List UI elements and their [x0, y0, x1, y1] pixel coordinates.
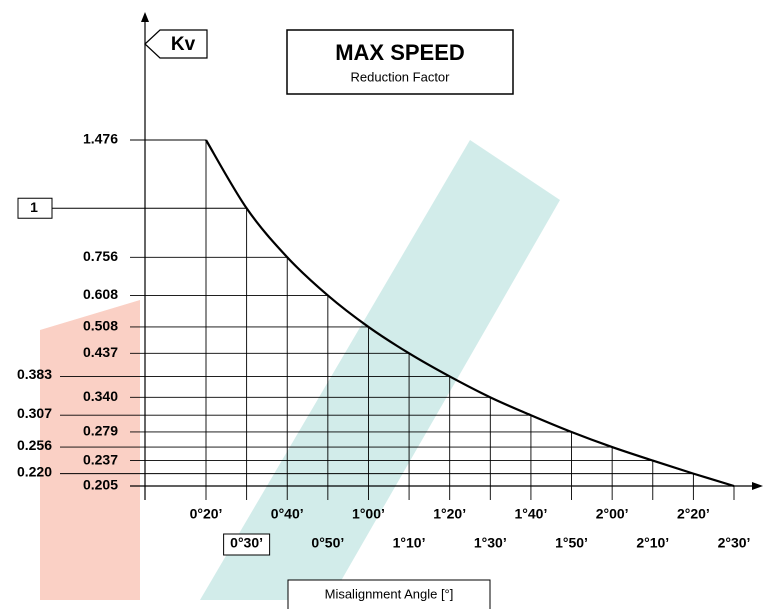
y-tick-label: 0.256: [17, 437, 52, 453]
x-tick-label: 2°00’: [596, 506, 629, 522]
x-tick-label: 0°20’: [190, 506, 223, 522]
x-tick-label: 1°50’: [555, 535, 588, 551]
y-tick-label: 0.383: [17, 366, 52, 382]
x-tick-label: 1°00’: [352, 506, 385, 522]
chart-subtitle: Reduction Factor: [351, 69, 451, 84]
y-tick-label: 0.279: [83, 423, 118, 439]
y-tick-label: 1.476: [83, 131, 118, 147]
y-label-box: [144, 29, 208, 59]
x-tick-label: 0°50’: [311, 535, 344, 551]
x-tick-label: 1°20’: [433, 506, 466, 522]
x-tick-label: 1°30’: [474, 535, 507, 551]
chart-title: MAX SPEED: [335, 40, 465, 65]
y-tick-label: 0.608: [83, 286, 118, 302]
tick-box: [223, 533, 271, 556]
y-tick-label: 0.307: [17, 405, 52, 421]
y-tick-label: 0.756: [83, 248, 118, 264]
x-arrow: [752, 482, 763, 490]
y-tick-label: 0.220: [17, 463, 52, 479]
x-tick-label: 2°30’: [718, 535, 751, 551]
y-axis-label: Kv: [171, 34, 196, 55]
y-tick-label: 0.237: [83, 451, 118, 467]
watermark: [40, 140, 560, 600]
x-tick-label: 0°40’: [271, 506, 304, 522]
y-tick-label: 0.340: [83, 388, 118, 404]
x-tick-label: 0°30’: [230, 535, 263, 551]
x-label-box: [287, 579, 491, 609]
x-axis-label: Misalignment Angle [°]: [325, 586, 454, 601]
x-tick-label: 1°10’: [393, 535, 426, 551]
y-arrow: [141, 12, 149, 22]
title-box: [286, 29, 514, 95]
x-tick-label: 1°40’: [514, 506, 547, 522]
x-tick-label: 2°10’: [636, 535, 669, 551]
y-tick-label: 0.205: [83, 477, 118, 493]
y-tick-label: 1: [30, 199, 38, 215]
y-tick-label: 0.437: [83, 344, 118, 360]
line: [205, 139, 735, 488]
x-tick-label: 2°20’: [677, 506, 710, 522]
y-tick-label: 0.508: [83, 318, 118, 334]
